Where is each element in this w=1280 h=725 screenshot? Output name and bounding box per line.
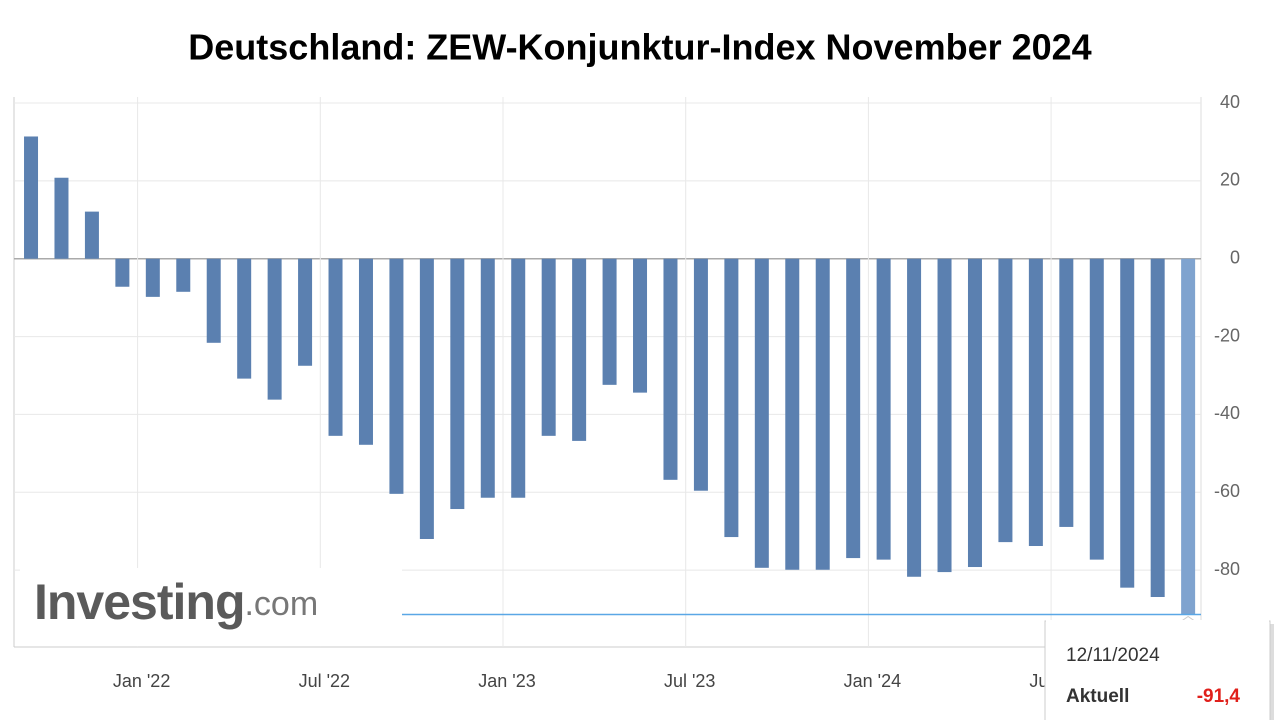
bar bbox=[237, 258, 252, 379]
tooltip-cover bbox=[1046, 620, 1269, 624]
bar bbox=[754, 258, 769, 568]
bar bbox=[602, 258, 617, 385]
bar bbox=[328, 258, 343, 436]
bar bbox=[480, 258, 495, 498]
watermark-bg bbox=[20, 568, 402, 646]
x-tick-label: Jan '23 bbox=[478, 671, 535, 691]
y-tick-label: 20 bbox=[1220, 170, 1240, 190]
bar bbox=[1120, 258, 1135, 588]
bar bbox=[907, 258, 922, 577]
chart-title: Deutschland: ZEW-Konjunktur-Index Novemb… bbox=[188, 27, 1091, 68]
bar bbox=[937, 258, 952, 573]
bar bbox=[967, 258, 982, 568]
bar bbox=[1089, 258, 1104, 560]
bar bbox=[267, 258, 282, 400]
tooltip-date: 12/11/2024 bbox=[1066, 645, 1160, 666]
watermark-suffix: .com bbox=[244, 585, 318, 623]
y-tick-label: -80 bbox=[1214, 559, 1240, 579]
y-tick-label: -40 bbox=[1214, 403, 1240, 423]
bar bbox=[785, 258, 800, 570]
bar bbox=[846, 258, 861, 559]
bar bbox=[298, 258, 313, 366]
bar bbox=[84, 211, 99, 259]
bar bbox=[1028, 258, 1043, 547]
watermark-name: Investing bbox=[34, 574, 244, 630]
bar bbox=[876, 258, 891, 560]
bar bbox=[389, 258, 404, 494]
bar bbox=[541, 258, 556, 436]
bar bbox=[419, 258, 434, 539]
bar bbox=[115, 258, 130, 287]
bar bbox=[1181, 258, 1196, 615]
bar bbox=[511, 258, 526, 498]
bar bbox=[206, 258, 221, 343]
bar bbox=[1150, 258, 1165, 598]
y-tick-label: 40 bbox=[1220, 92, 1240, 112]
x-tick-label: Jul '22 bbox=[299, 671, 350, 691]
tooltip-value: -91,4 bbox=[1197, 686, 1241, 707]
watermark: Investing.com bbox=[34, 574, 318, 630]
bar bbox=[145, 258, 160, 297]
x-tick-label: Jan '24 bbox=[844, 671, 901, 691]
bar bbox=[815, 258, 830, 570]
tooltip-label: Aktuell bbox=[1066, 686, 1129, 707]
tooltip-box bbox=[1044, 620, 1271, 722]
y-tick-label: -20 bbox=[1214, 325, 1240, 345]
y-tick-label: -60 bbox=[1214, 481, 1240, 501]
y-tick-label: 0 bbox=[1230, 247, 1240, 267]
bar bbox=[358, 258, 373, 445]
bar bbox=[24, 136, 39, 259]
bar bbox=[1059, 258, 1074, 527]
bar bbox=[54, 177, 69, 259]
bar bbox=[450, 258, 465, 510]
bar bbox=[693, 258, 708, 491]
tooltip: 12/11/2024 Aktuell -91,4 bbox=[1044, 615, 1274, 724]
bar bbox=[998, 258, 1013, 543]
x-tick-label: Jul '23 bbox=[664, 671, 715, 691]
bar bbox=[176, 258, 191, 292]
bar bbox=[572, 258, 587, 441]
bar bbox=[724, 258, 739, 538]
bar bbox=[633, 258, 648, 393]
x-tick-label: Jan '22 bbox=[113, 671, 170, 691]
bar bbox=[663, 258, 678, 480]
